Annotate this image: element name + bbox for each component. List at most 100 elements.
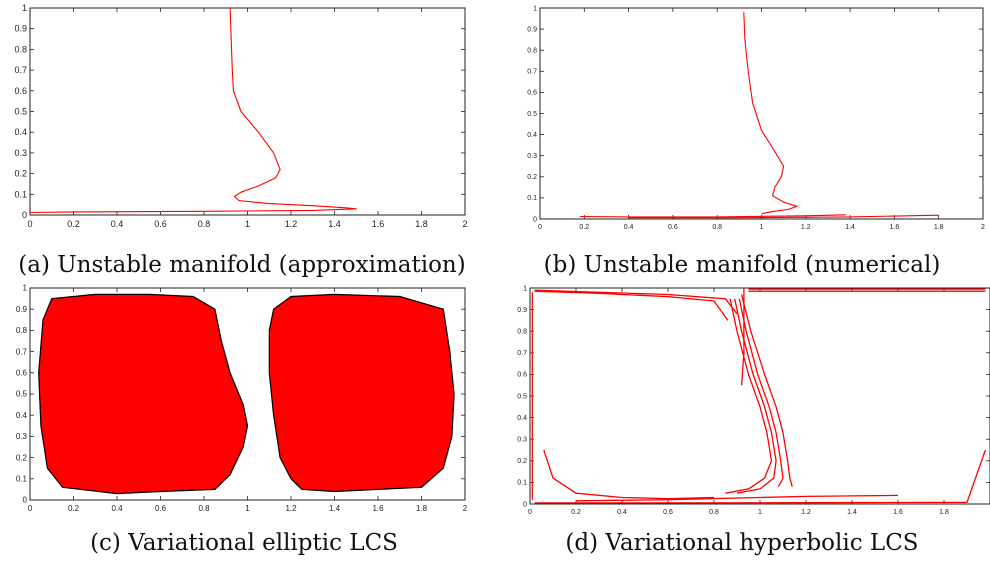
y-tick-label: 0.8 bbox=[527, 48, 537, 55]
x-tick-label: 1.4 bbox=[845, 224, 855, 231]
y-tick-label: 0.3 bbox=[527, 153, 537, 160]
y-tick-label: 0.9 bbox=[527, 26, 537, 33]
x-tick-label: 1 bbox=[760, 224, 764, 231]
panel-c-caption: (c) Variational elliptic LCS bbox=[90, 530, 398, 556]
x-tick-label: 1.8 bbox=[934, 224, 944, 231]
x-tick-label: 0.2 bbox=[67, 219, 80, 229]
x-tick-label: 0.4 bbox=[111, 219, 124, 229]
y-tick-label: 0.6 bbox=[14, 86, 27, 96]
manifold-curve-12 bbox=[534, 449, 987, 504]
y-tick-label: 0.1 bbox=[16, 474, 28, 483]
manifold-curve-1 bbox=[743, 12, 798, 215]
manifold-curve-3 bbox=[740, 288, 745, 386]
panel-a: 0 0.2 0.4 0.6 0.8 1 1.2 1.4 1.6 1.8 2 0 0.1 0.2 0.3 0.4… bbox=[14, 3, 467, 278]
x-tick-label: 0 bbox=[538, 224, 542, 231]
x-tick-label: 1.6 bbox=[372, 219, 385, 229]
x-tick-label: 1 bbox=[758, 509, 762, 516]
manifold-curve-2 bbox=[534, 290, 729, 321]
y-tick-label: 0.4 bbox=[517, 415, 527, 422]
y-tick-label: 0.9 bbox=[14, 24, 27, 34]
panel-b-caption: (b) Unstable manifold (numerical) bbox=[544, 252, 941, 278]
y-tick-label: 0.1 bbox=[527, 195, 537, 202]
panel-d-axes: 0 0.2 0.4 0.6 0.8 1 1.2 1.4 1.6 1.8 0 0.1 0.2 0.3 0.4 0… bbox=[517, 285, 990, 516]
y-tick-label: 0.5 bbox=[14, 107, 27, 117]
y-tick-label: 0.8 bbox=[14, 44, 27, 54]
manifold-curve-2 bbox=[579, 214, 846, 218]
panel-a-caption: (a) Unstable manifold (approximation) bbox=[18, 252, 465, 278]
x-tick-label: 0.6 bbox=[154, 219, 167, 229]
y-tick-label: 0.3 bbox=[16, 432, 28, 441]
elliptic-region-2 bbox=[268, 293, 455, 493]
panel-c-axes: 0 0.2 0.4 0.6 0.8 1 1.2 1.4 1.6 1.8 2 0 0.1 0.2 0.3 0.4… bbox=[16, 284, 468, 513]
x-tick-label: 1.4 bbox=[847, 509, 857, 516]
panel-b-axes: 0 0.2 0.4 0.6 0.8 1 1.2 1.4 1.6 1.8 2 0 0.1 0.2 0.3 0.4… bbox=[527, 5, 985, 231]
x-tick-label: 0.4 bbox=[111, 504, 123, 513]
y-tick-label: 1 bbox=[23, 284, 28, 293]
y-tick-label: 0.6 bbox=[527, 90, 537, 97]
x-tick-label: 1.2 bbox=[801, 509, 811, 516]
manifold-curve-7 bbox=[734, 298, 777, 494]
y-tick-label: 1 bbox=[533, 5, 537, 12]
y-tick-label: 0.2 bbox=[14, 169, 27, 179]
panel-a-plot bbox=[29, 7, 357, 214]
y-tick-label: 0.9 bbox=[517, 307, 527, 314]
manifold-curve-10 bbox=[543, 449, 715, 500]
x-tick-label: 1.4 bbox=[329, 504, 341, 513]
x-tick-label: 1 bbox=[245, 219, 250, 229]
y-tick-label: 0.3 bbox=[517, 437, 527, 444]
y-tick-label: 0.5 bbox=[517, 393, 527, 400]
panel-c: 0 0.2 0.4 0.6 0.8 1 1.2 1.4 1.6 1.8 2 0 0.1 0.2 0.3 0.4… bbox=[16, 284, 468, 556]
x-tick-label: 1.2 bbox=[285, 219, 298, 229]
panel-d-frame bbox=[529, 287, 990, 505]
panel-b-plot bbox=[579, 12, 939, 219]
x-tick-label: 0.2 bbox=[571, 509, 581, 516]
y-tick-label: 0 bbox=[533, 216, 537, 223]
y-tick-label: 0.8 bbox=[16, 326, 28, 335]
y-tick-label: 0.1 bbox=[517, 480, 527, 487]
x-tick-label: 0.4 bbox=[624, 224, 634, 231]
panel-d: 0 0.2 0.4 0.6 0.8 1 1.2 1.4 1.6 1.8 0 0.1 0.2 0.3 0.4 0… bbox=[517, 285, 990, 556]
x-tick-label: 1.8 bbox=[939, 509, 949, 516]
y-tick-label: 0.4 bbox=[14, 127, 27, 137]
panel-b: 0 0.2 0.4 0.6 0.8 1 1.2 1.4 1.6 1.8 2 0 0.1 0.2 0.3 0.4… bbox=[527, 5, 985, 278]
y-tick-label: 0.6 bbox=[16, 368, 28, 377]
y-tick-label: 0.6 bbox=[517, 372, 527, 379]
y-tick-label: 0.4 bbox=[527, 132, 537, 139]
manifold-curve-8 bbox=[738, 298, 784, 488]
y-tick-label: 0.7 bbox=[527, 69, 537, 76]
x-tick-label: 1.2 bbox=[801, 224, 811, 231]
x-tick-label: 0.2 bbox=[579, 224, 589, 231]
y-tick-label: 0 bbox=[523, 501, 527, 508]
x-tick-label: 0.6 bbox=[155, 504, 167, 513]
x-tick-label: 0.8 bbox=[198, 219, 211, 229]
panel-a-axes: 0 0.2 0.4 0.6 0.8 1 1.2 1.4 1.6 1.8 2 0 0.1 0.2 0.3 0.4… bbox=[14, 3, 467, 229]
panel-c-plot bbox=[38, 293, 455, 495]
y-tick-label: 0.5 bbox=[16, 390, 28, 399]
y-tick-label: 0.2 bbox=[527, 174, 537, 181]
y-tick-label: 1 bbox=[22, 3, 27, 13]
x-tick-label: 1.4 bbox=[328, 219, 341, 229]
manifold-curve-1 bbox=[29, 7, 357, 214]
manifold-curve-3 bbox=[628, 214, 939, 219]
panel-a-frame bbox=[29, 7, 466, 216]
x-tick-label: 0.4 bbox=[617, 509, 627, 516]
panel-d-caption: (d) Variational hyperbolic LCS bbox=[565, 530, 918, 556]
y-tick-label: 0.8 bbox=[517, 329, 527, 336]
x-tick-label: 0.8 bbox=[709, 509, 719, 516]
manifold-curve-1 bbox=[534, 289, 738, 315]
x-tick-label: 1.8 bbox=[415, 219, 428, 229]
x-tick-label: 0.8 bbox=[712, 224, 722, 231]
y-tick-label: 0.7 bbox=[517, 350, 527, 357]
x-tick-label: 0.6 bbox=[668, 224, 678, 231]
y-tick-label: 0.4 bbox=[16, 411, 28, 420]
panel-d-plot bbox=[531, 288, 987, 504]
y-tick-label: 0.7 bbox=[16, 347, 28, 356]
x-tick-label: 0.8 bbox=[198, 504, 210, 513]
x-tick-label: 0.6 bbox=[663, 509, 673, 516]
y-tick-label: 0 bbox=[22, 210, 27, 220]
x-tick-label: 1.8 bbox=[416, 504, 428, 513]
panel-b-frame bbox=[539, 7, 984, 220]
y-tick-label: 0.1 bbox=[14, 189, 27, 199]
x-tick-label: 1.6 bbox=[372, 504, 384, 513]
